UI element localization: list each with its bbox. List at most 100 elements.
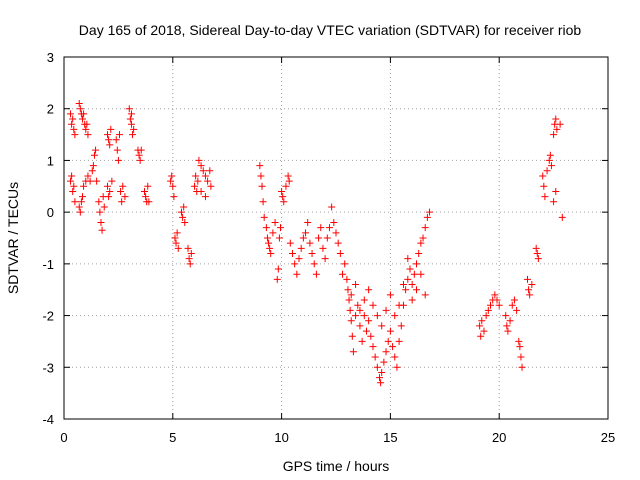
data-point bbox=[297, 244, 305, 252]
data-point bbox=[259, 198, 267, 206]
data-point bbox=[75, 100, 83, 108]
data-point bbox=[352, 312, 360, 320]
data-point bbox=[421, 291, 429, 299]
data-point bbox=[421, 224, 429, 232]
data-point bbox=[503, 322, 511, 330]
data-point bbox=[181, 218, 189, 226]
data-point bbox=[354, 301, 362, 309]
data-point bbox=[352, 281, 360, 289]
data-point bbox=[98, 226, 106, 234]
data-point bbox=[135, 151, 143, 159]
data-point bbox=[550, 131, 558, 139]
data-point bbox=[384, 337, 392, 345]
data-point bbox=[178, 208, 186, 216]
data-point bbox=[263, 234, 271, 242]
data-point bbox=[486, 301, 494, 309]
data-point bbox=[172, 239, 180, 247]
data-point bbox=[129, 131, 137, 139]
data-point bbox=[480, 327, 488, 335]
data-point bbox=[358, 337, 366, 345]
data-point bbox=[169, 182, 177, 190]
data-point bbox=[118, 198, 126, 206]
data-point bbox=[525, 286, 533, 294]
data-point bbox=[339, 270, 347, 278]
data-point bbox=[115, 131, 123, 139]
data-point bbox=[304, 218, 312, 226]
data-point bbox=[558, 213, 566, 221]
data-point bbox=[285, 177, 293, 185]
data-point bbox=[476, 322, 484, 330]
data-point bbox=[106, 141, 114, 149]
data-point bbox=[373, 363, 381, 371]
data-point bbox=[539, 172, 547, 180]
data-point bbox=[408, 296, 416, 304]
data-point bbox=[510, 296, 518, 304]
data-point bbox=[369, 301, 377, 309]
data-point bbox=[328, 203, 336, 211]
data-point bbox=[106, 187, 114, 195]
data-point bbox=[174, 244, 182, 252]
data-point bbox=[323, 234, 331, 242]
data-point bbox=[493, 296, 501, 304]
data-point bbox=[389, 343, 397, 351]
data-point bbox=[373, 312, 381, 320]
data-point bbox=[117, 187, 125, 195]
data-point bbox=[282, 182, 290, 190]
data-point bbox=[170, 193, 178, 201]
data-point bbox=[517, 353, 525, 361]
data-point bbox=[386, 291, 394, 299]
data-point bbox=[107, 125, 115, 133]
data-point bbox=[97, 218, 105, 226]
data-point bbox=[90, 151, 98, 159]
data-point bbox=[70, 182, 78, 190]
data-point bbox=[199, 167, 207, 175]
data-point bbox=[271, 218, 279, 226]
tick-labels: 0 5 10 15 20 25 -4 -3 -2 -1 0 1 2 3 bbox=[42, 50, 615, 445]
data-point bbox=[114, 156, 122, 164]
data-point bbox=[349, 348, 357, 356]
data-point bbox=[552, 115, 560, 123]
data-point bbox=[77, 198, 85, 206]
data-point bbox=[105, 136, 113, 144]
data-point bbox=[347, 317, 355, 325]
data-point bbox=[104, 131, 112, 139]
data-point bbox=[545, 156, 553, 164]
data-point bbox=[180, 203, 188, 211]
data-point bbox=[541, 193, 549, 201]
data-point bbox=[92, 146, 100, 154]
data-point bbox=[185, 255, 193, 263]
data-point bbox=[207, 182, 215, 190]
data-point bbox=[312, 270, 320, 278]
data-point bbox=[95, 198, 103, 206]
data-point bbox=[197, 187, 205, 195]
data-point bbox=[306, 239, 314, 247]
data-point bbox=[194, 177, 202, 185]
data-point bbox=[346, 306, 354, 314]
data-point bbox=[71, 131, 79, 139]
data-point bbox=[167, 177, 175, 185]
data-point bbox=[410, 270, 418, 278]
data-point bbox=[395, 337, 403, 345]
data-point bbox=[315, 234, 323, 242]
data-point bbox=[550, 198, 558, 206]
data-point bbox=[506, 317, 514, 325]
data-point bbox=[280, 198, 288, 206]
data-point bbox=[413, 286, 421, 294]
data-point bbox=[71, 198, 79, 206]
data-point bbox=[413, 260, 421, 268]
data-point bbox=[127, 120, 135, 128]
data-point bbox=[130, 125, 138, 133]
data-point bbox=[516, 343, 524, 351]
data-point bbox=[76, 208, 84, 216]
data-point bbox=[274, 265, 282, 273]
data-point bbox=[336, 250, 344, 258]
data-point bbox=[137, 146, 145, 154]
data-point bbox=[332, 229, 340, 237]
data-point bbox=[319, 244, 327, 252]
y-tick-label: 1 bbox=[47, 153, 54, 168]
data-point bbox=[502, 312, 510, 320]
data-point bbox=[345, 296, 353, 304]
data-point bbox=[112, 136, 120, 144]
data-point bbox=[356, 306, 364, 314]
data-point bbox=[142, 193, 150, 201]
